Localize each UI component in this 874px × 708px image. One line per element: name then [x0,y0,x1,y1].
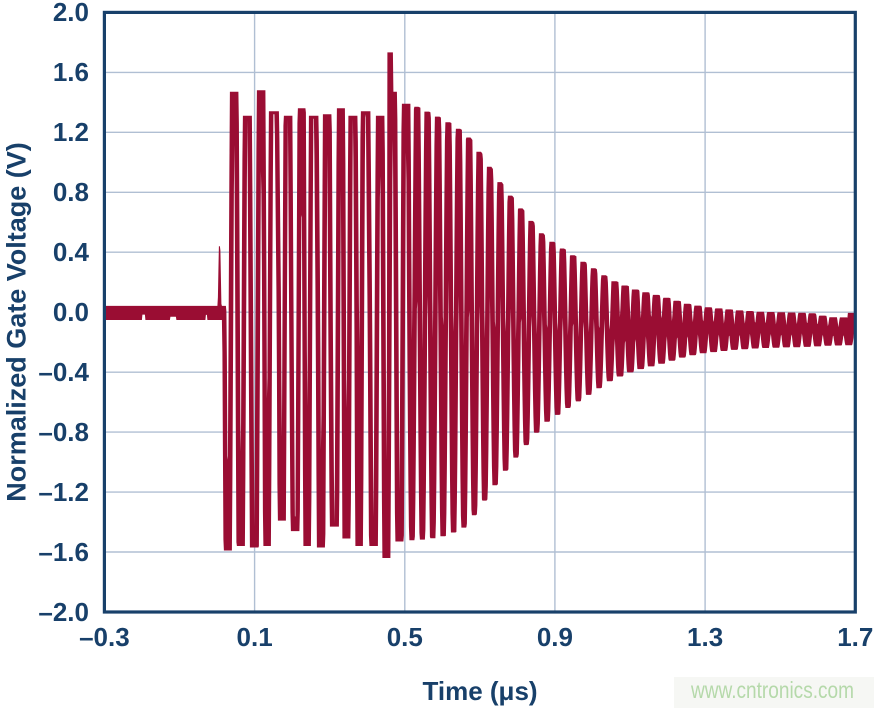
svg-text:0.9: 0.9 [537,622,573,652]
svg-text:0.0: 0.0 [53,297,89,327]
svg-text:Time (μs): Time (μs) [422,676,537,706]
svg-text:1.6: 1.6 [53,57,89,87]
svg-text:www.cntronics.com: www.cntronics.com [690,677,854,703]
svg-text:–0.8: –0.8 [38,417,89,447]
svg-text:1.3: 1.3 [687,622,723,652]
svg-text:0.8: 0.8 [53,177,89,207]
svg-text:0.4: 0.4 [53,237,90,267]
svg-text:0.1: 0.1 [237,622,273,652]
svg-text:Normalized Gate Voltage (V): Normalized Gate Voltage (V) [2,142,32,502]
svg-text:–0.4: –0.4 [38,357,89,387]
svg-text:–0.3: –0.3 [79,622,130,652]
svg-text:0.5: 0.5 [387,622,423,652]
svg-text:–1.6: –1.6 [38,537,89,567]
svg-text:1.2: 1.2 [53,117,89,147]
svg-text:–1.2: –1.2 [38,477,89,507]
svg-text:–2.0: –2.0 [38,597,89,627]
svg-text:1.7: 1.7 [837,622,873,652]
svg-text:2.0: 2.0 [53,0,89,27]
